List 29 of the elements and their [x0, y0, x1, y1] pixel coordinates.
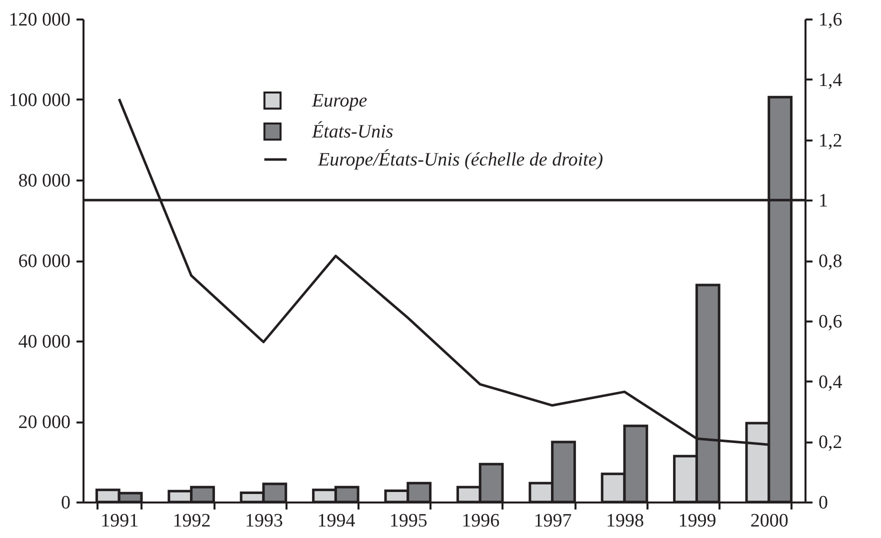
legend-label: Europe/États-Unis (échelle de droite)	[317, 148, 604, 170]
y2-tick-label: 0,2	[818, 432, 842, 454]
x-tick-label: 1996	[462, 510, 500, 532]
y-tick-label: 80 000	[18, 170, 70, 192]
y-tick-label: 60 000	[18, 251, 70, 272]
y-tick-label: 0	[61, 492, 70, 514]
x-tick-label: 2000	[750, 510, 788, 532]
x-tick-label: 1997	[534, 510, 572, 532]
y2-tick-label: 1	[818, 190, 828, 212]
y2-tick-label: 0,6	[818, 311, 842, 332]
legend-label: Europe	[311, 90, 368, 112]
y-tick-label: 20 000	[18, 412, 70, 433]
y2-tick-label: 1,6	[818, 10, 842, 30]
y-tick-label: 40 000	[18, 332, 70, 352]
x-tick-label: 1993	[245, 510, 283, 532]
legend-label: États-Unis	[311, 120, 394, 142]
x-tick-label: 1994	[317, 510, 356, 532]
y2-tick-label: 1,4	[818, 70, 843, 91]
x-tick-label: 1991	[100, 510, 139, 532]
y2-tick-label: 1,2	[818, 130, 842, 152]
y2-tick-label: 0,4	[818, 372, 843, 393]
y-tick-label: 120 000	[8, 10, 70, 30]
x-tick-label: 1995	[389, 510, 428, 532]
y2-tick-label: 0,8	[818, 251, 842, 272]
x-tick-label: 1998	[606, 510, 644, 532]
x-tick-label: 1999	[678, 510, 716, 532]
y2-tick-label: 0	[818, 492, 828, 514]
y-tick-label: 100 000	[8, 90, 70, 111]
x-tick-label: 1992	[172, 510, 211, 532]
